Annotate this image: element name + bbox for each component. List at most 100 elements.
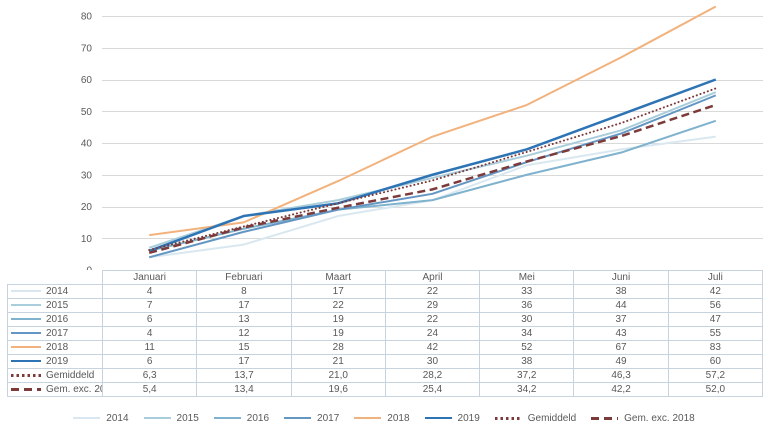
series-swatch-line [11, 318, 41, 321]
legend-item: 2015 [143, 412, 199, 424]
legend-swatch-line [354, 417, 382, 419]
value-cell: 57,2 [667, 368, 764, 383]
value-cell: 4 [101, 326, 198, 341]
value-cell: 30 [384, 354, 481, 369]
legend-item: 2014 [73, 413, 129, 424]
legend-label: 2016 [246, 412, 270, 424]
line-chart: 0 10 20 30 40 50 60 70 80 [81, 5, 763, 271]
value-cell: 42 [667, 284, 764, 299]
value-cell: 47 [667, 312, 764, 327]
table-row: 2015 7 17 22 29 36 44 56 [7, 298, 764, 313]
legend-swatch-line [494, 416, 522, 420]
value-cell: 83 [667, 340, 764, 355]
series-line-2017 [148, 94, 717, 259]
series-line-gemiddeld [148, 87, 717, 251]
month-header-cell: Januari [101, 270, 198, 285]
value-cell: 19 [290, 326, 386, 341]
month-header-cell: Maart [290, 270, 386, 285]
y-axis-tick-label: 0 [86, 266, 92, 271]
series-key-cell: 2016 [7, 312, 103, 327]
value-cell: 30 [479, 312, 575, 327]
series-key-cell: 2014 [7, 284, 103, 299]
value-cell: 49 [573, 354, 669, 369]
series-key-cell: 2018 [7, 340, 103, 355]
series-name-label: 2017 [46, 328, 69, 339]
legend-swatch-line [591, 416, 619, 420]
value-cell: 38 [573, 284, 669, 299]
series-line-2014 [149, 135, 716, 259]
table-row: Gem. exc. 20185,413,419,625,434,242,252,… [7, 382, 764, 397]
value-cell: 19,6 [290, 382, 386, 397]
value-cell: 22 [384, 312, 481, 327]
month-header-cell: Juni [573, 270, 669, 285]
value-cell: 6 [101, 354, 198, 369]
series-line-gem-exc-2018 [148, 103, 717, 255]
table-header-row: Januari Februari Maart April Mei Juni Juli [7, 270, 764, 285]
series-name-label: 2016 [46, 314, 69, 325]
value-cell: 21,0 [290, 368, 386, 383]
value-cell: 28,2 [384, 368, 481, 383]
table-row: 2016 6 13 19 22 30 37 47 [7, 312, 764, 327]
value-cell: 34,2 [479, 382, 575, 397]
value-cell: 22 [290, 298, 386, 313]
value-cell: 42,2 [573, 382, 669, 397]
series-name-label: 2018 [46, 342, 69, 353]
value-cell: 52 [479, 340, 575, 355]
chart-legend: 2014 2015 2016 2017 2018 2019 Gemiddeld Gem. ex… [0, 407, 768, 429]
series-name-label: Gem. exc. 2018 [46, 384, 102, 395]
series-swatch-line [11, 304, 41, 307]
value-cell: 56 [667, 298, 764, 313]
y-axis-tick-label: 40 [81, 139, 93, 150]
value-cell: 33 [479, 284, 575, 299]
value-cell: 8 [196, 284, 292, 299]
value-cell: 17 [196, 354, 292, 369]
legend-label: 2019 [457, 412, 480, 424]
series-line-2019 [148, 78, 717, 253]
series-swatch-line [11, 346, 41, 349]
month-header-cell: Mei [479, 270, 575, 285]
table-row: 2014 4 8 17 22 33 38 42 [7, 284, 764, 299]
value-cell: 4 [101, 284, 198, 299]
series-swatch-line [11, 387, 41, 391]
legend-label: 2017 [317, 412, 340, 424]
legend-label: Gemiddeld [527, 412, 577, 424]
y-axis-tick-label: 70 [81, 43, 93, 54]
series-swatch-line [11, 290, 41, 293]
y-axis-tick-label: 60 [81, 75, 93, 86]
legend-label: 2018 [387, 412, 410, 424]
legend-item: 2016 [213, 412, 270, 424]
legend-item: 2019 [424, 412, 480, 424]
month-header-cell: April [384, 270, 481, 285]
value-cell: 55 [667, 326, 764, 341]
legend-label: 2015 [176, 412, 199, 424]
legend-swatch-line [424, 417, 452, 419]
value-cell: 15 [196, 340, 292, 355]
value-cell: 6 [101, 312, 198, 327]
chart-plot-area: 0 10 20 30 40 50 60 70 80 [81, 5, 763, 271]
y-axis-tick-label: 80 [81, 12, 93, 23]
value-cell: 28 [290, 340, 386, 355]
series-key-cell: 2017 [7, 326, 103, 341]
series-key-cell: Gem. exc. 2018 [7, 382, 103, 397]
value-cell: 38 [479, 354, 575, 369]
value-cell: 37 [573, 312, 669, 327]
value-cell: 7 [101, 298, 198, 313]
legend-item: 2018 [354, 412, 410, 424]
series-name-label: 2015 [46, 300, 69, 311]
value-cell: 13,7 [196, 368, 292, 383]
legend-swatch-line [284, 417, 312, 419]
value-cell: 13 [196, 312, 292, 327]
value-cell: 17 [290, 284, 386, 299]
value-cell: 44 [573, 298, 669, 313]
value-cell: 36 [479, 298, 575, 313]
y-axis-tick-label: 30 [81, 170, 93, 181]
table-row: Gemiddeld 6,3 13,7 21,0 28,2 37,2 46,3 57,2 [7, 368, 764, 383]
y-axis-tick-label: 50 [81, 107, 93, 118]
month-header-cell: Juli [667, 270, 764, 285]
series-line-2016 [148, 119, 717, 252]
y-axis-tick-label: 20 [81, 202, 93, 213]
value-cell: 6,3 [101, 368, 198, 383]
series-swatch-line [11, 332, 41, 335]
value-cell: 29 [384, 298, 481, 313]
series-key-cell: 2015 [7, 298, 103, 313]
